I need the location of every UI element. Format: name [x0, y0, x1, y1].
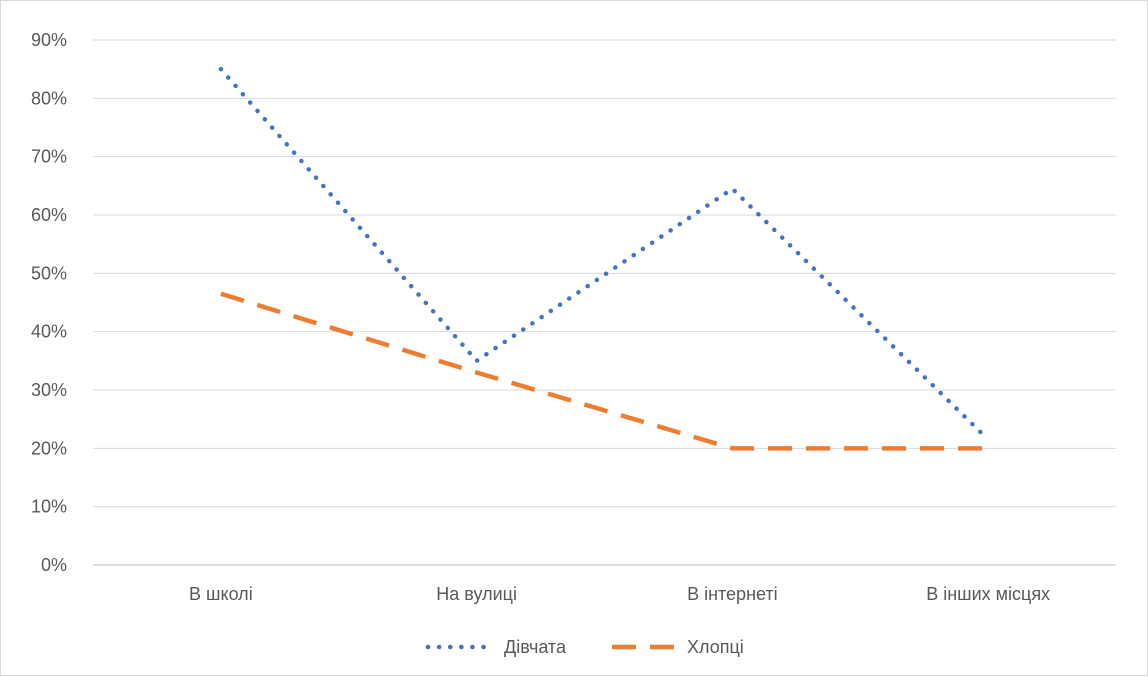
x-tick-label: На вулиці	[436, 584, 517, 604]
legend: Дівчата Хлопці	[425, 637, 744, 657]
gridlines	[93, 39, 1116, 566]
y-tick-label: 60%	[31, 205, 67, 225]
series-line-1	[220, 291, 989, 451]
x-axis-tick-labels: В школі На вулиці В інтернеті В інших місця…	[189, 584, 1050, 604]
x-tick-label: В школі	[189, 584, 253, 604]
y-tick-label: 0%	[41, 555, 67, 575]
y-tick-label: 10%	[31, 497, 67, 517]
series-lines	[218, 66, 991, 451]
y-tick-label: 20%	[31, 438, 67, 458]
x-tick-label: В інших місцях	[926, 584, 1050, 604]
y-tick-label: 50%	[31, 263, 67, 283]
y-tick-label: 90%	[31, 30, 67, 50]
y-tick-label: 40%	[31, 322, 67, 342]
y-axis-tick-labels: 0% 10% 20% 30% 40% 50% 60% 70% 80% 90%	[31, 30, 67, 575]
y-tick-label: 70%	[31, 147, 67, 167]
y-tick-label: 80%	[31, 88, 67, 108]
legend-item-1: Хлопці	[612, 637, 744, 657]
legend-label: Дівчата	[504, 637, 567, 657]
legend-item-0: Дівчата	[425, 637, 567, 657]
legend-label: Хлопці	[687, 637, 744, 657]
x-tick-label: В інтернеті	[687, 584, 778, 604]
y-tick-label: 30%	[31, 380, 67, 400]
series-line-0	[218, 66, 991, 442]
